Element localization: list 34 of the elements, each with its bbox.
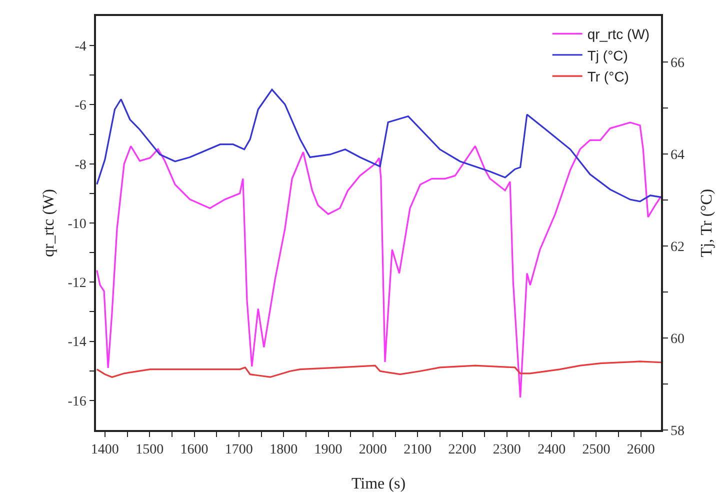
x-tick-label: 2100	[404, 442, 432, 458]
line-series	[96, 360, 661, 378]
x-tick-label: 2600	[626, 442, 655, 458]
x-tick-label: 2200	[448, 442, 476, 458]
x-tick-label: 2000	[358, 442, 387, 458]
y2-tick-label: 64	[670, 148, 685, 163]
x-tick-label: 1900	[314, 442, 342, 458]
x-tick-label: 1600	[180, 442, 208, 458]
x-tick-label: 2500	[582, 442, 610, 458]
y-tick-label: -8	[74, 158, 86, 173]
y-tick-label: -16	[68, 394, 86, 410]
x-axis-title: Time (s)	[351, 476, 406, 492]
y-axis-title: qr_rtc (W)	[40, 189, 58, 257]
x-tick-label: 2400	[538, 442, 566, 458]
x-tick-label: 1400	[90, 442, 119, 458]
y2-axis-title: Tj, Tr (°C)	[698, 188, 716, 258]
line-series	[96, 122, 661, 398]
line-series	[96, 88, 661, 202]
y2-tick-label: 62	[670, 240, 685, 255]
legend-label: qr_rtc (W)	[587, 26, 650, 42]
x-tick-label: 1800	[270, 442, 298, 458]
x-tick-label: 2300	[492, 442, 521, 458]
y2-tick-label: 58	[670, 424, 685, 439]
legend-label: Tj (°C)	[587, 47, 628, 64]
x-tick-label: 1500	[136, 442, 164, 458]
x-tick-label: 1700	[224, 442, 253, 458]
y-tick-label: -14	[68, 335, 86, 350]
y-tick-label: -12	[68, 276, 86, 292]
y2-tick-label: 66	[670, 56, 685, 71]
legend-label: Tr (°C)	[587, 68, 629, 85]
y-tick-label: -10	[68, 216, 86, 232]
y-tick-label: -4	[74, 39, 86, 54]
y2-tick-label: 60	[670, 332, 685, 347]
y-tick-label: -6	[74, 98, 86, 114]
